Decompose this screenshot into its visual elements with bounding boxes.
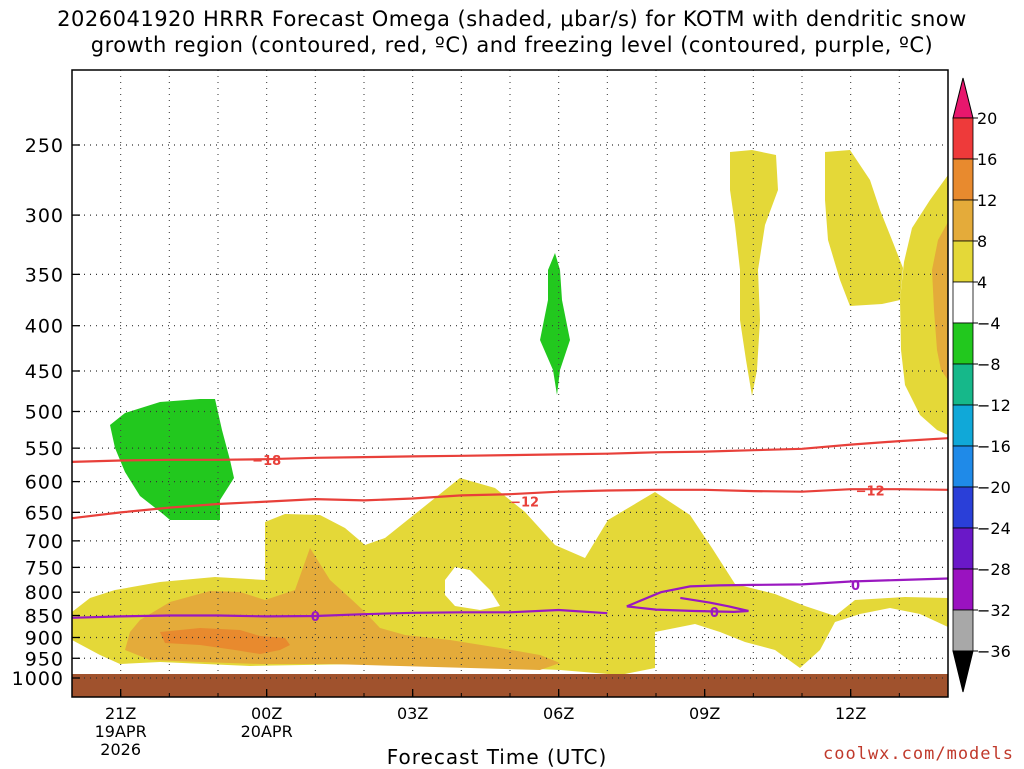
x-tick-label: 06Z — [543, 704, 574, 723]
colorbar-label: −20 — [977, 478, 1011, 497]
y-tick-label: 1000 — [12, 668, 64, 690]
colorbar-label: −8 — [977, 355, 1001, 374]
colorbar-swatch — [952, 322, 974, 365]
colorbar-swatch — [952, 363, 974, 406]
colorbar-label: −12 — [977, 396, 1011, 415]
x-tick-label: 00Z — [251, 704, 282, 723]
omega-shade-4-upper-1 — [730, 150, 778, 396]
colorbar-label: −32 — [977, 601, 1011, 620]
contour-label: −12 — [510, 496, 539, 511]
colorbar-swatch — [952, 240, 974, 283]
plot-area: −18 −12 −12 0 0 0 — [72, 70, 948, 697]
colorbar: 20 16 12 8 4 −4 −8 −12 −16 −20 −24 −28 −32 −36 — [952, 77, 1011, 693]
contour-line — [72, 437, 948, 463]
contour-line — [72, 488, 948, 520]
title-line-2: growth region (contoured, red, ºC) and f… — [90, 33, 934, 57]
omega-shading — [72, 150, 948, 675]
contours: −18 −12 −12 0 0 0 — [72, 437, 948, 625]
x-tick-label: 03Z — [397, 704, 428, 723]
x-tick-sublabel: 20APR — [241, 722, 293, 741]
colorbar-label: 8 — [977, 232, 987, 251]
colorbar-swatch — [952, 445, 974, 488]
colorbar-top-triangle — [952, 77, 974, 119]
y-tick-label: 500 — [25, 402, 64, 424]
y-tick-label: 400 — [25, 316, 64, 338]
omega-shade-neg4-2 — [540, 253, 570, 395]
x-tick-label: 09Z — [689, 704, 720, 723]
colorbar-bottom-triangle — [952, 650, 974, 693]
y-tick-label: 750 — [25, 557, 64, 579]
y-tick-label: 600 — [25, 472, 64, 494]
colorbar-swatch — [952, 158, 974, 201]
title-line-1: 2026041920 HRRR Forecast Omega (shaded, … — [57, 7, 967, 31]
contour-line — [626, 577, 948, 608]
ground-layer — [72, 674, 948, 697]
omega-shade-4-right — [900, 175, 948, 435]
y-tick-label: 300 — [25, 205, 64, 227]
y-tick-label: 700 — [25, 531, 64, 553]
contour-label: 0 — [311, 610, 320, 625]
chart-title: 2026041920 HRRR Forecast Omega (shaded, … — [0, 6, 1024, 58]
colorbar-label: −4 — [977, 314, 1001, 333]
colorbar-label: −16 — [977, 437, 1011, 456]
colorbar-swatch — [952, 527, 974, 570]
contour-line — [626, 596, 749, 614]
colorbar-label: 12 — [977, 191, 997, 210]
y-tick-label: 950 — [25, 648, 64, 670]
y-tick-label: 250 — [25, 135, 64, 157]
credit-text: coolwx.com/models — [823, 744, 1014, 764]
colorbar-label: −28 — [977, 560, 1011, 579]
y-tick-label: 650 — [25, 502, 64, 524]
colorbar-swatch — [952, 199, 974, 242]
contour-label: 0 — [710, 606, 719, 621]
contour-label: −12 — [856, 484, 885, 499]
x-tick-sublabel: 2026 — [100, 740, 141, 759]
y-tick-label: 550 — [25, 438, 64, 460]
y-tick-label: 350 — [25, 264, 64, 286]
y-tick-label: 800 — [25, 582, 64, 604]
x-axis-title: Forecast Time (UTC) — [386, 745, 608, 769]
omega-shade-4-upper-2 — [825, 150, 903, 306]
x-tick-sublabel: 19APR — [95, 722, 147, 741]
colorbar-label: −36 — [977, 642, 1011, 661]
contour-label: −18 — [252, 454, 281, 469]
x-tick-label: 21Z — [105, 704, 136, 723]
y-tick-label: 450 — [25, 361, 64, 383]
grid-lines — [72, 70, 948, 679]
y-axis: 2503003504004505005506006507007508008509… — [12, 135, 80, 690]
omega-shade-4-hole — [445, 567, 500, 610]
colorbar-label: 4 — [977, 273, 987, 292]
colorbar-swatch — [952, 281, 974, 324]
y-tick-label: 850 — [25, 606, 64, 628]
colorbar-label: 16 — [977, 150, 997, 169]
contour-label: 0 — [851, 579, 860, 594]
omega-shade-12 — [160, 628, 290, 654]
colorbar-swatch — [952, 486, 974, 529]
colorbar-swatch — [952, 609, 974, 652]
colorbar-label: 20 — [977, 109, 997, 128]
colorbar-swatch — [952, 404, 974, 447]
contour-line — [72, 608, 608, 619]
colorbar-swatch — [952, 117, 974, 160]
y-tick-label: 900 — [25, 627, 64, 649]
colorbar-swatch — [952, 568, 974, 611]
x-tick-label: 12Z — [835, 704, 866, 723]
omega-shade-8-right — [932, 222, 948, 380]
colorbar-label: −24 — [977, 519, 1011, 538]
